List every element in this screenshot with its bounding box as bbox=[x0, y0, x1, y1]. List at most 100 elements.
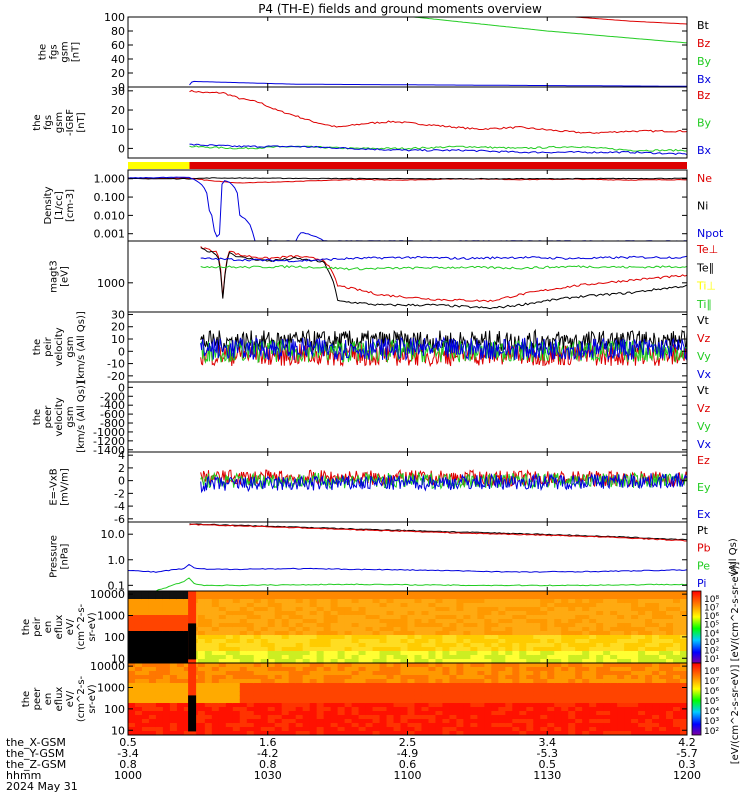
spectrogram-cell bbox=[645, 683, 653, 688]
spectrogram-cell bbox=[316, 707, 325, 712]
spectrogram-cell bbox=[456, 619, 464, 624]
spectrogram-cell bbox=[302, 695, 311, 700]
spectrogram-cell bbox=[204, 675, 213, 680]
spectrogram-cell bbox=[344, 683, 353, 688]
spectrogram-cell bbox=[358, 695, 367, 700]
spectrogram-cell bbox=[456, 611, 464, 616]
spectrogram-cell bbox=[456, 615, 464, 620]
spectrogram-cell bbox=[148, 639, 157, 644]
spectrogram-cell bbox=[337, 695, 346, 700]
spectrogram-cell bbox=[652, 719, 660, 724]
spectrogram-cell bbox=[148, 711, 157, 716]
spectrogram-cell bbox=[169, 663, 178, 668]
spectrogram-cell bbox=[498, 719, 506, 724]
spectrogram-cell bbox=[638, 635, 646, 640]
spectrogram-cell bbox=[253, 723, 262, 728]
legend-Ex: Ex bbox=[697, 508, 711, 521]
spectrogram-cell bbox=[253, 687, 262, 692]
spectrogram-cell bbox=[400, 671, 409, 676]
spectrogram-cell bbox=[596, 687, 604, 692]
spectrogram-cell bbox=[477, 643, 485, 648]
colorbar-tick-label: 10⁶ bbox=[704, 687, 719, 697]
spectrogram-cell bbox=[302, 639, 311, 644]
spectrogram-cell bbox=[358, 711, 367, 716]
spectrogram-cell bbox=[540, 655, 548, 660]
spectrogram-cell bbox=[407, 723, 416, 728]
spectrogram-cell bbox=[449, 595, 458, 600]
spectrogram-cell bbox=[638, 663, 646, 668]
spectrogram-cell bbox=[351, 687, 360, 692]
spectrogram-cell bbox=[246, 679, 255, 684]
spectrogram-cell bbox=[484, 619, 492, 624]
spectrogram-cell bbox=[372, 659, 381, 663]
spectrogram-cell bbox=[134, 679, 143, 684]
spectrogram-cell bbox=[491, 599, 499, 604]
spectrogram-cell bbox=[386, 595, 395, 600]
spectrogram-cell bbox=[498, 699, 506, 704]
spectrogram-cell bbox=[281, 663, 290, 668]
spectrogram-cell bbox=[659, 611, 667, 616]
spectrogram-cell bbox=[281, 655, 290, 660]
spectrogram-cell bbox=[288, 619, 297, 624]
spectrogram-cell bbox=[533, 591, 541, 596]
spectrogram-cell bbox=[652, 599, 660, 604]
spectrogram-cell bbox=[624, 691, 632, 696]
spectrogram-cell bbox=[638, 667, 646, 672]
spectrogram-cell bbox=[141, 683, 150, 688]
spectrogram-cell bbox=[554, 603, 562, 608]
spectrogram-cell bbox=[232, 731, 241, 735]
spectrogram-cell bbox=[582, 679, 590, 684]
spectrogram-cell bbox=[652, 643, 660, 648]
spectrogram-cell bbox=[323, 667, 332, 672]
traces-peir_velocity bbox=[200, 328, 687, 368]
spectrogram-cell bbox=[239, 715, 248, 720]
spectrogram-cell bbox=[358, 635, 367, 640]
spectrogram-cell bbox=[477, 655, 485, 660]
spectrogram-cell bbox=[421, 603, 430, 608]
spectrogram-cell bbox=[253, 707, 262, 712]
spectrogram-cell bbox=[204, 659, 213, 663]
spectrogram-cell bbox=[246, 691, 255, 696]
spectrogram-cell bbox=[568, 731, 576, 735]
spectrogram-cell bbox=[680, 639, 687, 644]
spectrogram-cell bbox=[456, 647, 464, 652]
spectrogram-cell bbox=[463, 667, 471, 672]
spectrogram-cell bbox=[225, 667, 234, 672]
spectrogram-cell bbox=[491, 651, 499, 656]
spectrogram-cell bbox=[197, 659, 206, 663]
spectrogram-cell bbox=[505, 723, 513, 728]
spectrogram-cell bbox=[435, 591, 444, 596]
spectrogram-cell bbox=[337, 651, 346, 656]
spectrogram-cell bbox=[316, 711, 325, 716]
spectrogram-cell bbox=[533, 715, 541, 720]
spectrogram-cell bbox=[449, 675, 458, 680]
spectrogram-cell bbox=[463, 687, 471, 692]
spectrogram-cell bbox=[456, 627, 464, 632]
y-axis-label: [nPa] bbox=[60, 543, 71, 569]
spectrogram-cell bbox=[645, 711, 653, 716]
spectrogram-cell bbox=[442, 611, 451, 616]
spectrogram-cell bbox=[260, 671, 269, 676]
spectrogram-cell bbox=[512, 643, 520, 648]
spectrogram-cell bbox=[386, 635, 395, 640]
spectrogram-cell bbox=[393, 675, 402, 680]
spectrogram-cell bbox=[288, 731, 297, 735]
spectrogram-cell bbox=[211, 615, 220, 620]
spectrogram-cell bbox=[309, 591, 318, 596]
spectrogram-cell bbox=[365, 711, 374, 716]
spectrogram-cell bbox=[169, 599, 178, 604]
spectrogram-cell bbox=[477, 667, 485, 672]
spectrogram-cell bbox=[274, 643, 283, 648]
spectrogram-cell bbox=[638, 659, 646, 663]
spectrogram-cell bbox=[197, 707, 206, 712]
spectrogram-cell bbox=[302, 607, 311, 612]
spectrogram-cell bbox=[442, 715, 451, 720]
spectrogram-cell bbox=[491, 663, 499, 668]
spectrogram-cell bbox=[428, 703, 437, 708]
spectrogram-cell bbox=[183, 715, 192, 720]
spectrogram-cell bbox=[337, 667, 346, 672]
spectrogram-cell bbox=[568, 683, 576, 688]
spectrogram-cell bbox=[659, 635, 667, 640]
spectrogram-cell bbox=[155, 675, 164, 680]
spectrogram-cell bbox=[603, 683, 611, 688]
